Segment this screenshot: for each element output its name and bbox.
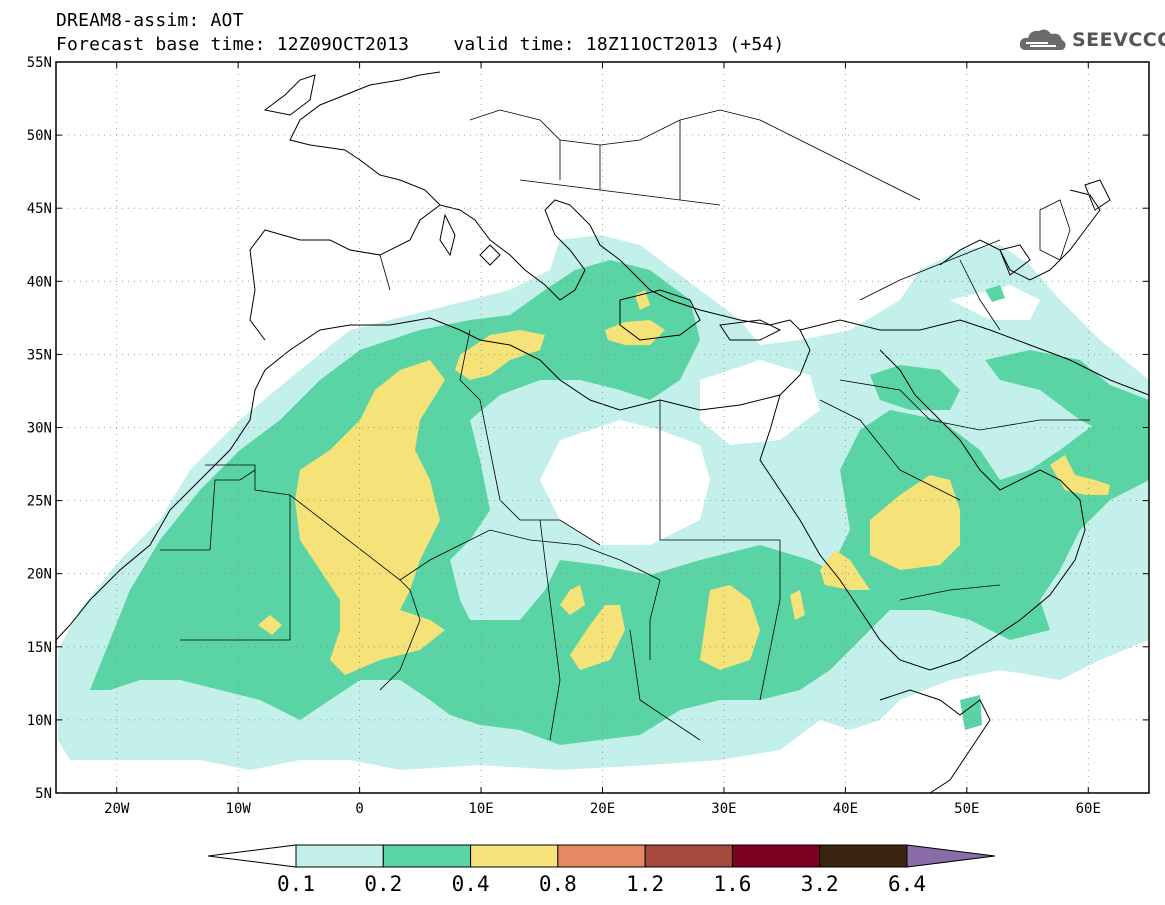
aot-clear-patch (950, 285, 1040, 320)
lat-tick-label: 40N (27, 274, 52, 290)
lat-lon-grid (56, 62, 1149, 793)
lon-tick-label: 40E (833, 801, 858, 817)
colorbar-label: 1.6 (713, 872, 751, 896)
lon-tick-label: 30E (711, 801, 736, 817)
colorbar-label: 0.1 (277, 872, 315, 896)
lat-tick-label: 45N (27, 201, 52, 217)
aot-clear-patch (540, 420, 710, 545)
colorbar-label: 0.2 (364, 872, 402, 896)
lat-tick-label: 25N (27, 494, 52, 510)
aot-level-0.2 (870, 365, 960, 410)
logo-text: SEEVCCC (1072, 29, 1165, 51)
lon-tick-label: 20E (590, 801, 615, 817)
aot-level-0.4 (870, 475, 960, 570)
lon-tick-label: 10E (468, 801, 493, 817)
longitude-axis: 20W 10W 0 10E 20E 30E 40E 50E 60E (104, 62, 1101, 817)
lon-tick-label: 10W (226, 801, 252, 817)
aot-level-0.4 (790, 590, 805, 620)
aot-level-0.4 (570, 605, 625, 670)
colorbar-swatch (470, 844, 559, 868)
aot-level-0.2 (985, 285, 1005, 302)
aot-level-0.4 (700, 585, 760, 670)
lat-tick-label: 10N (27, 713, 52, 729)
aot-level-0.2 (960, 695, 982, 730)
lat-tick-label: 30N (27, 421, 52, 437)
aot-clear-patch (700, 360, 820, 445)
colorbar-label: 3.2 (801, 872, 839, 896)
country-borders (160, 109, 1090, 741)
lon-tick-label: 60E (1076, 801, 1101, 817)
seevccc-logo: SEEVCCC (1018, 26, 1165, 54)
colorbar-under-arrow (207, 844, 297, 868)
colorbar-swatch (295, 844, 384, 868)
lat-tick-label: 5N (35, 786, 52, 802)
base-time: Forecast base time: 12Z09OCT2013 (56, 34, 410, 55)
lat-tick-label: 50N (27, 128, 52, 144)
coastlines (56, 71, 1149, 793)
aot-level-0.4 (560, 585, 585, 615)
map-title: DREAM8-assim: AOT (56, 10, 244, 31)
colorbar-swatch (819, 844, 908, 868)
valid-time: valid time: 18Z11OCT2013 (+54) (453, 34, 785, 55)
colorbar-label: 6.4 (888, 872, 926, 896)
colorbar-swatch (382, 844, 472, 868)
lat-tick-label: 35N (27, 347, 52, 363)
colorbar-over-arrow (906, 844, 996, 868)
aot-level-0.4 (258, 615, 282, 635)
aot-level-0.4 (820, 550, 870, 590)
cloud-icon (1019, 29, 1066, 50)
lat-tick-label: 55N (27, 55, 52, 71)
forecast-times: Forecast base time: 12Z09OCT2013 valid t… (56, 34, 784, 55)
latitude-axis: 55N 50N 45N 40N 35N 30N 25N 20N 15N 10N 5N (27, 55, 1149, 802)
colorbar-label: 0.4 (452, 872, 490, 896)
lat-tick-label: 15N (27, 640, 52, 656)
colorbar-swatch (731, 844, 821, 868)
aot-level-0.4 (455, 330, 545, 380)
colorbar-label: 0.8 (539, 872, 577, 896)
lon-tick-label: 20W (104, 801, 130, 817)
colorbar-swatch (557, 844, 646, 868)
colorbar: 0.1 0.2 0.4 0.8 1.2 1.6 3.2 6.4 (207, 844, 996, 896)
aot-level-0.2 (985, 350, 1149, 440)
colorbar-swatch (644, 844, 733, 868)
aot-level-0.4 (295, 360, 445, 675)
colorbar-label: 1.2 (626, 872, 664, 896)
lat-tick-label: 20N (27, 567, 52, 583)
lon-tick-label: 0 (355, 801, 363, 817)
lon-tick-label: 50E (954, 801, 979, 817)
